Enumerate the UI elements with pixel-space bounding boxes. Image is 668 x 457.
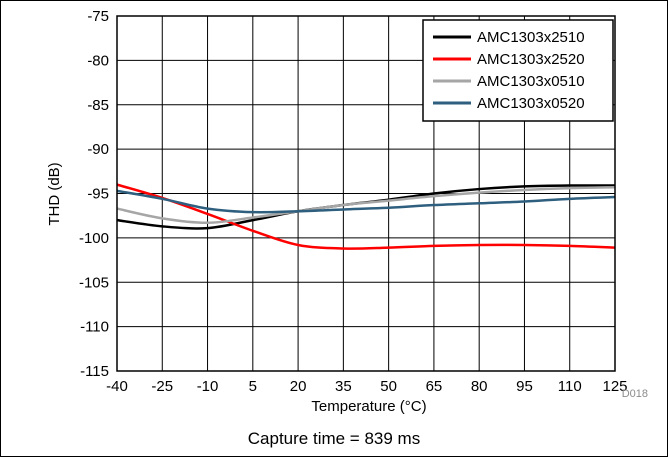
x-tick-label: 50 bbox=[380, 378, 397, 395]
legend-label: AMC1303x0520 bbox=[477, 95, 585, 112]
legend-label: AMC1303x0510 bbox=[477, 73, 585, 90]
x-tick-label: -10 bbox=[197, 378, 219, 395]
plot-border bbox=[116, 15, 616, 372]
y-tick-label: -90 bbox=[87, 141, 109, 158]
y-tick-label: -110 bbox=[80, 319, 109, 336]
x-tick-label: 80 bbox=[471, 378, 488, 395]
x-axis-label: Temperature (°C) bbox=[311, 398, 426, 415]
legend-label: AMC1303x2510 bbox=[477, 29, 585, 46]
y-tick-label: -95 bbox=[87, 186, 109, 203]
y-tick-label: -100 bbox=[79, 230, 109, 247]
x-tick-label: 110 bbox=[558, 378, 582, 395]
y-tick-label: -80 bbox=[87, 52, 109, 69]
legend-label: AMC1303x2520 bbox=[477, 51, 585, 68]
x-tick-label: 35 bbox=[335, 378, 352, 395]
y-tick-label: -105 bbox=[79, 274, 109, 291]
x-tick-label: -25 bbox=[151, 378, 173, 395]
capture-time-caption: Capture time = 839 ms bbox=[247, 429, 421, 448]
figure-id-label: D018 bbox=[622, 388, 648, 400]
x-tick-label: 95 bbox=[516, 378, 533, 395]
y-axis-label: THD (dB) bbox=[46, 162, 63, 225]
x-tick-label: 5 bbox=[249, 378, 257, 395]
x-tick-label: 125 bbox=[602, 378, 627, 395]
series-line-amc1303x0510 bbox=[116, 186, 616, 225]
x-tick-label: 65 bbox=[426, 378, 443, 395]
series-line-amc1303x0520 bbox=[116, 189, 616, 214]
x-tick-label: -40 bbox=[106, 378, 128, 395]
y-tick-label: -75 bbox=[87, 8, 109, 25]
y-tick-label: -85 bbox=[87, 97, 109, 114]
x-tick-label: 20 bbox=[290, 378, 307, 395]
y-tick-label: -115 bbox=[80, 363, 109, 380]
series-line-amc1303x2520 bbox=[116, 183, 616, 250]
